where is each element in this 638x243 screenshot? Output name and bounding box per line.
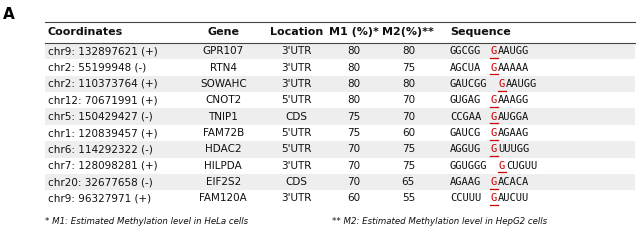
Text: 70: 70 <box>348 144 360 154</box>
Text: AAUGG: AAUGG <box>506 79 537 89</box>
Text: CUGUU: CUGUU <box>506 161 537 171</box>
Text: 80: 80 <box>348 46 360 56</box>
Text: HDAC2: HDAC2 <box>205 144 242 154</box>
Text: 75: 75 <box>402 63 415 73</box>
Text: RTN4: RTN4 <box>210 63 237 73</box>
Text: Gene: Gene <box>207 27 239 37</box>
Text: 75: 75 <box>348 112 360 122</box>
Text: 5'UTR: 5'UTR <box>281 144 312 154</box>
Text: G: G <box>490 144 496 154</box>
Text: chr9: 96327971 (+): chr9: 96327971 (+) <box>48 193 151 203</box>
Text: CCUUU: CCUUU <box>450 193 481 203</box>
Bar <box>45 141 635 157</box>
Text: Sequence: Sequence <box>450 27 510 37</box>
Text: UUUGG: UUUGG <box>498 144 530 154</box>
Text: ** M2: Estimated Methylation level in HepG2 cells: ** M2: Estimated Methylation level in He… <box>332 217 547 226</box>
Text: 75: 75 <box>402 161 415 171</box>
Text: 75: 75 <box>348 128 360 138</box>
Text: 75: 75 <box>402 144 415 154</box>
Text: 55: 55 <box>402 193 415 203</box>
Text: chr5: 150429427 (-): chr5: 150429427 (-) <box>48 112 152 122</box>
Text: 65: 65 <box>402 177 415 187</box>
Text: 5'UTR: 5'UTR <box>281 95 312 105</box>
Bar <box>45 60 635 76</box>
Text: chr2: 55199948 (-): chr2: 55199948 (-) <box>48 63 146 73</box>
Text: Coordinates: Coordinates <box>48 27 123 37</box>
Text: 80: 80 <box>348 79 360 89</box>
Text: M1 (%)*: M1 (%)* <box>329 27 379 37</box>
Text: G: G <box>490 95 496 105</box>
Text: 3'UTR: 3'UTR <box>281 63 312 73</box>
Text: 60: 60 <box>402 128 415 138</box>
Bar <box>45 108 635 125</box>
Text: chr9: 132897621 (+): chr9: 132897621 (+) <box>48 46 158 56</box>
Text: chr12: 70671991 (+): chr12: 70671991 (+) <box>48 95 158 105</box>
Text: 70: 70 <box>348 161 360 171</box>
Text: G: G <box>490 112 496 122</box>
Text: G: G <box>498 161 505 171</box>
Text: FAM120A: FAM120A <box>200 193 247 203</box>
Bar <box>45 92 635 108</box>
Text: 3'UTR: 3'UTR <box>281 193 312 203</box>
Text: 80: 80 <box>402 79 415 89</box>
Text: 80: 80 <box>402 46 415 56</box>
Text: CCGAA: CCGAA <box>450 112 481 122</box>
Text: chr6: 114292322 (-): chr6: 114292322 (-) <box>48 144 152 154</box>
Text: ACACA: ACACA <box>498 177 530 187</box>
Text: G: G <box>490 193 496 203</box>
Text: G: G <box>490 63 496 73</box>
Text: chr2: 110373764 (+): chr2: 110373764 (+) <box>48 79 158 89</box>
Text: TNIP1: TNIP1 <box>209 112 238 122</box>
Text: G: G <box>490 177 496 187</box>
Text: AUCUU: AUCUU <box>498 193 530 203</box>
Text: AAAGG: AAAGG <box>498 95 530 105</box>
Text: GPR107: GPR107 <box>203 46 244 56</box>
Text: AUGGA: AUGGA <box>498 112 530 122</box>
Text: chr1: 120839457 (+): chr1: 120839457 (+) <box>48 128 158 138</box>
Text: AGCUA: AGCUA <box>450 63 481 73</box>
Text: 3'UTR: 3'UTR <box>281 46 312 56</box>
Bar <box>45 190 635 207</box>
Text: GAUCG: GAUCG <box>450 128 481 138</box>
Text: chr7: 128098281 (+): chr7: 128098281 (+) <box>48 161 158 171</box>
Text: 70: 70 <box>348 177 360 187</box>
Text: 60: 60 <box>348 193 360 203</box>
Text: AGGUG: AGGUG <box>450 144 481 154</box>
Text: G: G <box>490 128 496 138</box>
Text: HILPDA: HILPDA <box>204 161 242 171</box>
Text: 70: 70 <box>402 112 415 122</box>
Text: AGAAG: AGAAG <box>498 128 530 138</box>
Text: 80: 80 <box>348 95 360 105</box>
Bar <box>45 157 635 174</box>
Text: chr20: 32677658 (-): chr20: 32677658 (-) <box>48 177 152 187</box>
Text: FAM72B: FAM72B <box>203 128 244 138</box>
Text: CNOT2: CNOT2 <box>205 95 241 105</box>
Text: EIF2S2: EIF2S2 <box>205 177 241 187</box>
Text: AGAAG: AGAAG <box>450 177 481 187</box>
Text: GUGAG: GUGAG <box>450 95 481 105</box>
Text: G: G <box>498 79 505 89</box>
Bar <box>45 125 635 141</box>
Text: 3'UTR: 3'UTR <box>281 79 312 89</box>
Bar <box>45 43 635 60</box>
Bar <box>45 174 635 190</box>
Text: * M1: Estimated Methylation level in HeLa cells: * M1: Estimated Methylation level in HeL… <box>45 217 248 226</box>
Text: 3'UTR: 3'UTR <box>281 161 312 171</box>
Text: 70: 70 <box>402 95 415 105</box>
Text: SOWAHC: SOWAHC <box>200 79 247 89</box>
Text: GAUCGG: GAUCGG <box>450 79 487 89</box>
Text: 5'UTR: 5'UTR <box>281 128 312 138</box>
Text: M2(%)**: M2(%)** <box>382 27 434 37</box>
Text: A: A <box>3 7 15 22</box>
Text: CDS: CDS <box>286 112 308 122</box>
Bar <box>45 76 635 92</box>
Text: AAUGG: AAUGG <box>498 46 530 56</box>
Text: GGUGGG: GGUGGG <box>450 161 487 171</box>
Text: AAAAA: AAAAA <box>498 63 530 73</box>
Text: GGCGG: GGCGG <box>450 46 481 56</box>
Text: Location: Location <box>270 27 323 37</box>
Text: 80: 80 <box>348 63 360 73</box>
Text: CDS: CDS <box>286 177 308 187</box>
Text: G: G <box>490 46 496 56</box>
